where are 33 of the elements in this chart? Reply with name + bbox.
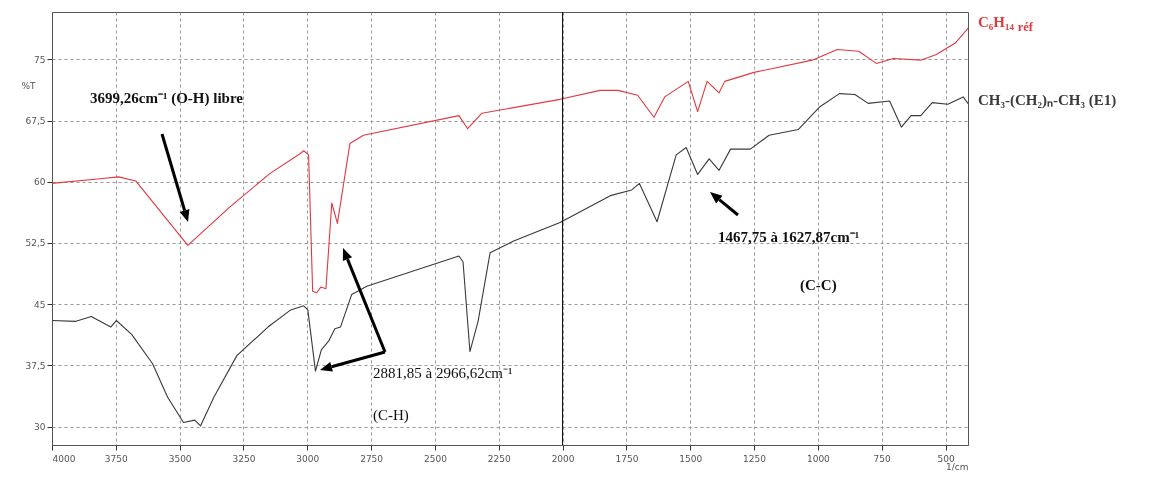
line-series bbox=[52, 93, 968, 427]
y-tick-label: 45 bbox=[34, 299, 46, 310]
x-tick-label: 3500 bbox=[168, 453, 192, 464]
x-tick-label: 1500 bbox=[679, 453, 703, 464]
line-series bbox=[52, 27, 968, 294]
x-tick-label: 1000 bbox=[806, 453, 831, 464]
x-tick-label: 1750 bbox=[615, 453, 639, 464]
x-tick-label: 750 bbox=[873, 453, 892, 464]
x-axis-title: 1/cm bbox=[946, 461, 969, 472]
x-tick-label: 500 bbox=[937, 453, 955, 464]
annotation: (C-H) bbox=[373, 407, 409, 424]
x-tick-label: 2250 bbox=[487, 453, 511, 464]
x-tick-label: 3250 bbox=[232, 453, 256, 464]
y-tick-label: 60 bbox=[34, 177, 46, 188]
annotation: 2881,85 à 2966,62cm⁻¹ bbox=[373, 365, 513, 381]
annotation: 3699,26cm⁻¹ (O-H) libre bbox=[90, 90, 244, 107]
x-tick-label: 3000 bbox=[296, 453, 320, 464]
x-tick-label: 3750 bbox=[104, 453, 129, 464]
y-tick-label: 30 bbox=[34, 422, 46, 433]
series-label: CH₃-(CH₂)ₙ-CH₃ (E1) bbox=[978, 91, 1117, 110]
annotation: (C-C) bbox=[800, 277, 837, 294]
x-tick-label: 2000 bbox=[551, 453, 575, 464]
series-label: C₆H₁₄ $_{réf}$ bbox=[978, 13, 1034, 35]
y-tick-label: 37,5 bbox=[25, 360, 46, 371]
x-tick-label: 2750 bbox=[360, 453, 384, 464]
x-tick-label: 1250 bbox=[743, 453, 767, 464]
y-tick-label: 67,5 bbox=[25, 116, 46, 127]
x-tick-label: 4000 bbox=[52, 453, 76, 464]
y-tick-label: 75 bbox=[34, 54, 46, 65]
annotation: 1467,75 à 1627,87cm⁻¹ bbox=[718, 229, 860, 245]
x-tick-label: 2500 bbox=[423, 453, 448, 464]
y-axis-title: %T bbox=[21, 80, 37, 91]
y-tick-label: 52,5 bbox=[25, 238, 46, 249]
